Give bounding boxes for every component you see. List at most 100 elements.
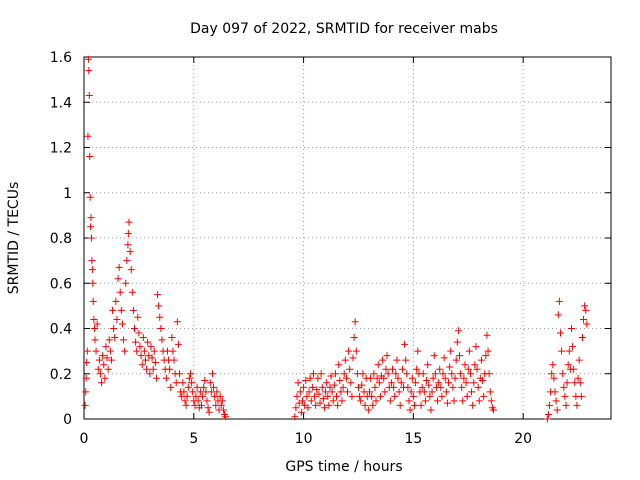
data-point (345, 347, 353, 355)
data-point (293, 392, 301, 400)
data-point (218, 397, 226, 405)
data-point (352, 347, 360, 355)
data-point (395, 388, 403, 396)
data-point (141, 356, 149, 364)
data-point (455, 352, 463, 360)
data-point (440, 354, 448, 362)
data-point (342, 374, 350, 382)
data-point (560, 383, 568, 391)
data-point (387, 379, 395, 387)
data-point (392, 370, 400, 378)
data-point (104, 365, 112, 373)
data-point (419, 370, 427, 378)
data-point (106, 347, 114, 355)
x-axis-label: GPS time / hours (285, 459, 402, 475)
data-point (403, 370, 411, 378)
data-point (182, 401, 190, 409)
data-point (291, 413, 299, 421)
data-point (543, 415, 551, 423)
data-point (391, 392, 399, 400)
data-point (578, 334, 586, 342)
data-point (86, 193, 94, 201)
data-point (316, 399, 324, 407)
data-point (292, 404, 300, 412)
data-point (480, 392, 488, 400)
data-point (464, 365, 472, 373)
data-point (486, 388, 494, 396)
y-tick-label: 0 (63, 412, 72, 428)
data-point (87, 223, 95, 231)
data-point (122, 279, 130, 287)
data-point (394, 374, 402, 382)
data-point (95, 356, 103, 364)
data-point (324, 392, 332, 400)
tick-labels: 0 5 10 15 20 0 0.2 0.4 0.6 0.8 1 1.2 1.4 1.6 (50, 50, 532, 447)
data-point (146, 370, 154, 378)
data-point (487, 397, 495, 405)
data-point (548, 370, 556, 378)
data-point (459, 397, 467, 405)
data-point (484, 347, 492, 355)
data-point (582, 306, 590, 314)
data-point (401, 340, 409, 348)
data-point (368, 392, 376, 400)
data-point (442, 388, 450, 396)
data-point (374, 361, 382, 369)
data-point (412, 379, 420, 387)
data-point (306, 374, 314, 382)
data-point (420, 388, 428, 396)
data-point (169, 347, 177, 355)
data-point (170, 356, 178, 364)
data-point (418, 383, 426, 391)
data-point (201, 377, 209, 385)
data-point (147, 343, 155, 351)
data-point (174, 340, 182, 348)
data-point (87, 214, 95, 222)
data-point (407, 388, 415, 396)
data-point (430, 352, 438, 360)
data-point (296, 388, 304, 396)
data-point (569, 343, 577, 351)
data-point (326, 383, 334, 391)
data-point (350, 334, 358, 342)
data-point (451, 374, 459, 382)
data-point (552, 397, 560, 405)
data-point (393, 356, 401, 364)
data-point (564, 361, 572, 369)
data-point (436, 365, 444, 373)
x-tick-label: 0 (80, 431, 89, 447)
data-point (452, 356, 460, 364)
data-point (426, 392, 434, 400)
data-point (213, 388, 221, 396)
data-point (186, 370, 194, 378)
data-point (188, 379, 196, 387)
data-point (203, 397, 211, 405)
data-point (443, 399, 451, 407)
data-point (303, 392, 311, 400)
data-points (81, 55, 591, 423)
data-point (156, 313, 164, 321)
data-point (364, 406, 372, 414)
data-point (155, 302, 163, 310)
data-point (424, 361, 432, 369)
data-point (294, 379, 302, 387)
data-point (314, 374, 322, 382)
data-point (361, 401, 369, 409)
data-point (82, 374, 90, 382)
data-point (551, 388, 559, 396)
data-point (333, 392, 341, 400)
data-point (470, 379, 478, 387)
data-point (474, 383, 482, 391)
data-point (133, 347, 141, 355)
data-point (83, 358, 91, 366)
data-point (367, 374, 375, 382)
data-point (565, 347, 573, 355)
data-point (96, 370, 104, 378)
data-point (92, 347, 100, 355)
data-point (158, 336, 166, 344)
data-point (348, 392, 356, 400)
data-point (118, 320, 126, 328)
data-point (359, 370, 367, 378)
data-point (132, 338, 140, 346)
data-point (152, 374, 160, 382)
